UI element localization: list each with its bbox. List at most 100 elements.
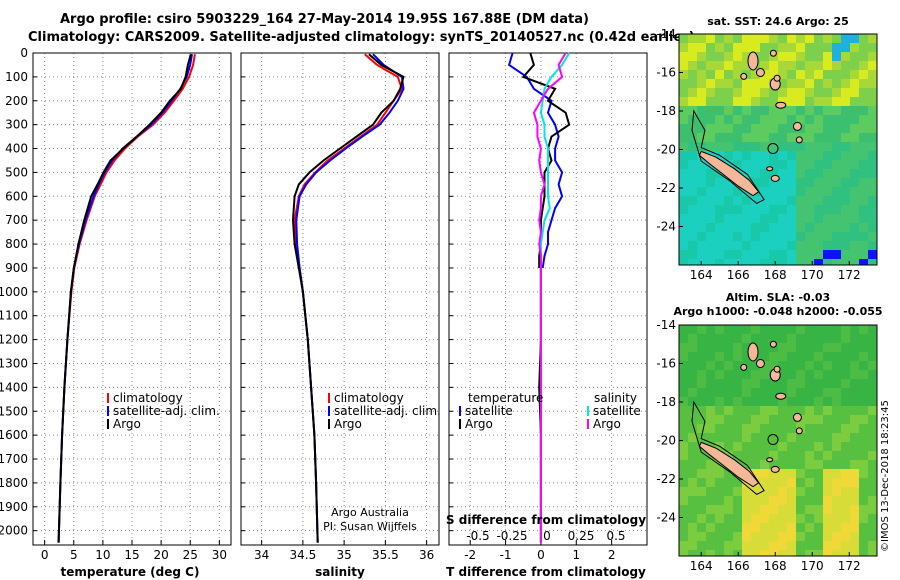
map-cell xyxy=(697,169,706,178)
y-tick-label: 500 xyxy=(5,165,28,179)
map-cell xyxy=(715,379,724,388)
map-cell xyxy=(688,505,697,514)
map-cell xyxy=(805,70,814,79)
map-cell xyxy=(715,487,724,496)
sal-xlabel: salinity xyxy=(315,565,365,579)
map-cell xyxy=(823,187,832,196)
map-cell xyxy=(742,451,751,460)
map-cell xyxy=(769,325,778,334)
map-cell xyxy=(733,334,742,343)
credit-line2: PI: Susan Wijffels xyxy=(323,520,417,533)
map-cell xyxy=(769,160,778,169)
map-cell xyxy=(733,97,742,106)
map-cell xyxy=(706,397,715,406)
map-cell xyxy=(706,205,715,214)
map-cell xyxy=(742,532,751,541)
map-cell xyxy=(868,424,877,433)
map-cell xyxy=(859,178,868,187)
temp-legend-label-2: Argo xyxy=(113,417,141,431)
map-cell xyxy=(787,514,796,523)
map-cell xyxy=(787,325,796,334)
land-island xyxy=(769,49,777,57)
map-cell xyxy=(859,550,868,556)
map-cell xyxy=(724,379,733,388)
map-cell xyxy=(841,478,850,487)
map-cell xyxy=(724,106,733,115)
map-cell xyxy=(796,397,805,406)
map-cell xyxy=(859,325,868,334)
map-cell xyxy=(841,61,850,70)
map-cell xyxy=(760,370,769,379)
map-cell xyxy=(850,196,859,205)
map-cell xyxy=(688,79,697,88)
map-cell xyxy=(859,379,868,388)
map-cell xyxy=(841,361,850,370)
map-cell xyxy=(859,43,868,52)
map-cell xyxy=(724,397,733,406)
map-cell xyxy=(850,34,859,43)
map-cell xyxy=(706,415,715,424)
map-cell xyxy=(679,361,688,370)
map-cell xyxy=(733,70,742,79)
map-cell xyxy=(868,388,877,397)
map-cell xyxy=(814,232,823,241)
map-cell xyxy=(724,205,733,214)
map-cell xyxy=(706,178,715,187)
map-cell xyxy=(742,487,751,496)
map-cell xyxy=(724,223,733,232)
map-cell xyxy=(751,388,760,397)
map-cell xyxy=(760,178,769,187)
map-cell xyxy=(778,142,787,151)
map-cell xyxy=(823,415,832,424)
map-cell xyxy=(832,88,841,97)
map-cell xyxy=(823,451,832,460)
map-cell xyxy=(688,433,697,442)
map-cell xyxy=(850,241,859,250)
map-cell xyxy=(742,115,751,124)
map-cell xyxy=(841,232,850,241)
map-cell xyxy=(760,133,769,142)
land-island xyxy=(747,342,759,362)
map-cell xyxy=(742,397,751,406)
map-cell xyxy=(724,70,733,79)
map-cell xyxy=(769,223,778,232)
map-cell xyxy=(760,151,769,160)
map-cell xyxy=(760,415,769,424)
map-cell xyxy=(796,259,805,265)
map-cell xyxy=(832,523,841,532)
map-cell xyxy=(679,397,688,406)
map-cell xyxy=(769,451,778,460)
map-cell xyxy=(778,214,787,223)
map-cell xyxy=(805,214,814,223)
map-cell xyxy=(787,397,796,406)
map-cell xyxy=(832,460,841,469)
map-cell xyxy=(751,115,760,124)
map-cell xyxy=(724,34,733,43)
map-cell xyxy=(859,106,868,115)
map-cell xyxy=(688,496,697,505)
map-cell xyxy=(823,532,832,541)
map-cell xyxy=(760,232,769,241)
map-cell xyxy=(823,124,832,133)
x-tick-label: -1 xyxy=(500,548,512,562)
map-cell xyxy=(796,406,805,415)
map-cell xyxy=(841,241,850,250)
map-cell xyxy=(859,370,868,379)
map-cell xyxy=(814,361,823,370)
map-cell xyxy=(805,223,814,232)
map-cell xyxy=(823,241,832,250)
map-cell xyxy=(742,43,751,52)
temp-legend-label-1: satellite-adj. clim. xyxy=(113,404,220,418)
map-cell xyxy=(778,460,787,469)
diff-t-legend-label-1: Argo xyxy=(465,417,493,431)
map-cell xyxy=(697,232,706,241)
map-cell xyxy=(787,478,796,487)
map-cell xyxy=(679,496,688,505)
map-cell xyxy=(868,169,877,178)
map-cell xyxy=(868,514,877,523)
map-cell xyxy=(823,550,832,556)
map-cell xyxy=(688,88,697,97)
map-cell xyxy=(751,451,760,460)
map-cell xyxy=(742,415,751,424)
map-cell xyxy=(733,160,742,169)
